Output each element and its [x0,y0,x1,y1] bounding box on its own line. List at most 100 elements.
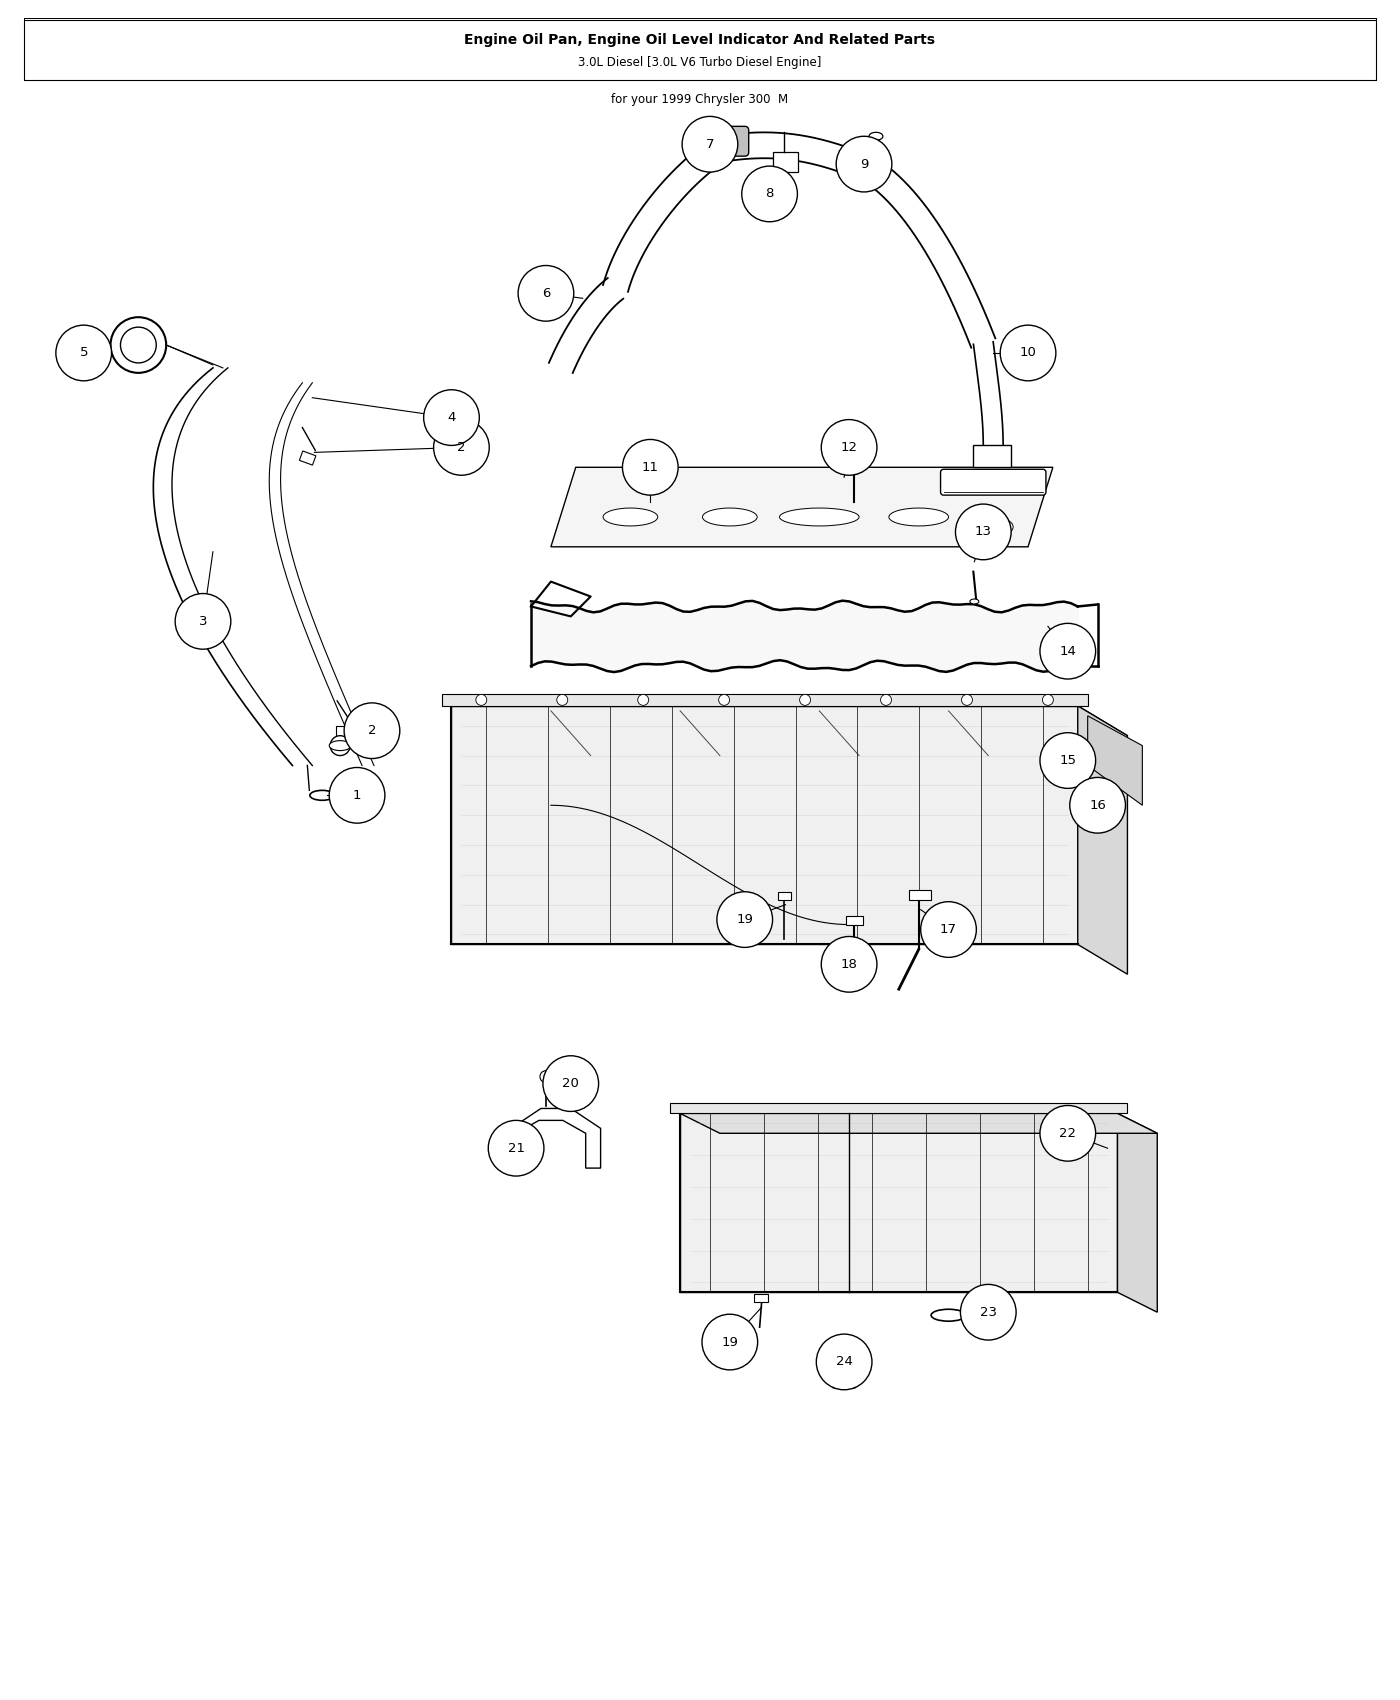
Ellipse shape [931,1309,966,1321]
Ellipse shape [869,133,883,141]
Ellipse shape [850,469,858,474]
Bar [777,892,791,899]
Circle shape [822,420,876,476]
Circle shape [1000,325,1056,381]
Circle shape [543,1056,599,1112]
Polygon shape [1117,1114,1158,1312]
Circle shape [560,1071,571,1083]
Circle shape [424,389,479,445]
Polygon shape [680,1114,1117,1292]
Text: 8: 8 [766,187,774,201]
Circle shape [557,694,568,705]
Ellipse shape [329,741,351,751]
Text: Engine Oil Pan, Engine Oil Level Indicator And Related Parts: Engine Oil Pan, Engine Oil Level Indicat… [465,32,935,48]
Text: 11: 11 [641,461,659,474]
Text: 6: 6 [542,287,550,299]
Circle shape [330,736,350,755]
Text: 19: 19 [736,913,753,927]
Bar [909,889,931,899]
Ellipse shape [703,508,757,525]
Text: 7: 7 [706,138,714,151]
Polygon shape [718,133,874,182]
Circle shape [540,1071,552,1083]
Polygon shape [603,138,727,292]
Bar [973,445,1011,468]
Bar [773,153,798,172]
Text: 4: 4 [448,411,455,423]
Circle shape [960,1285,1016,1340]
Polygon shape [511,1108,601,1168]
Text: 10: 10 [1019,347,1036,359]
Text: 9: 9 [860,158,868,170]
Text: 21: 21 [508,1142,525,1154]
Text: 2: 2 [368,724,377,738]
Circle shape [816,1334,872,1391]
Text: 18: 18 [840,957,858,971]
Text: 23: 23 [980,1306,997,1319]
Text: 15: 15 [1060,755,1077,767]
FancyBboxPatch shape [941,469,1046,495]
Circle shape [638,694,648,705]
Circle shape [56,325,112,381]
Ellipse shape [309,790,335,801]
FancyBboxPatch shape [692,126,749,156]
Circle shape [1070,777,1126,833]
Circle shape [1040,1105,1096,1161]
Bar [336,726,350,738]
Text: 13: 13 [974,525,991,539]
Circle shape [881,694,892,705]
Circle shape [822,937,876,993]
Text: for your 1999 Chrysler 300  M: for your 1999 Chrysler 300 M [612,94,788,105]
Text: 20: 20 [563,1078,580,1090]
Text: 24: 24 [836,1355,853,1368]
Circle shape [836,136,892,192]
Circle shape [1040,733,1096,789]
Polygon shape [680,1114,1158,1134]
Polygon shape [1088,716,1142,806]
Text: 17: 17 [939,923,958,937]
Text: 3.0L Diesel [3.0L V6 Turbo Diesel Engine]: 3.0L Diesel [3.0L V6 Turbo Diesel Engine… [578,56,822,70]
Ellipse shape [603,508,658,525]
Polygon shape [1078,706,1127,974]
Circle shape [175,593,231,649]
Circle shape [955,505,1011,559]
Circle shape [921,901,976,957]
Circle shape [799,694,811,705]
Polygon shape [550,468,1053,547]
Circle shape [1040,624,1096,678]
Text: 2: 2 [458,440,466,454]
Bar [753,1294,767,1302]
Ellipse shape [973,517,1014,537]
Ellipse shape [889,508,949,525]
Circle shape [518,265,574,321]
Circle shape [682,116,738,172]
Circle shape [489,1120,545,1176]
Circle shape [623,440,678,495]
Text: 1: 1 [353,789,361,802]
Text: 16: 16 [1089,799,1106,813]
Ellipse shape [970,598,979,604]
Circle shape [434,420,489,476]
Circle shape [962,694,973,705]
Circle shape [742,167,798,221]
Text: 14: 14 [1060,644,1077,658]
Polygon shape [671,1103,1127,1114]
Polygon shape [862,158,995,348]
Circle shape [1043,694,1053,705]
Text: 12: 12 [840,440,858,454]
Text: 5: 5 [80,347,88,359]
Polygon shape [549,279,623,372]
Text: 3: 3 [199,615,207,627]
Polygon shape [441,694,1088,705]
Text: 22: 22 [1060,1127,1077,1139]
Circle shape [718,694,729,705]
Circle shape [701,1314,757,1370]
Polygon shape [451,706,1127,736]
Ellipse shape [780,508,860,525]
Circle shape [344,702,400,758]
Circle shape [476,694,487,705]
Ellipse shape [830,430,839,435]
Polygon shape [451,706,1078,945]
Circle shape [329,767,385,823]
Text: 19: 19 [721,1336,738,1348]
